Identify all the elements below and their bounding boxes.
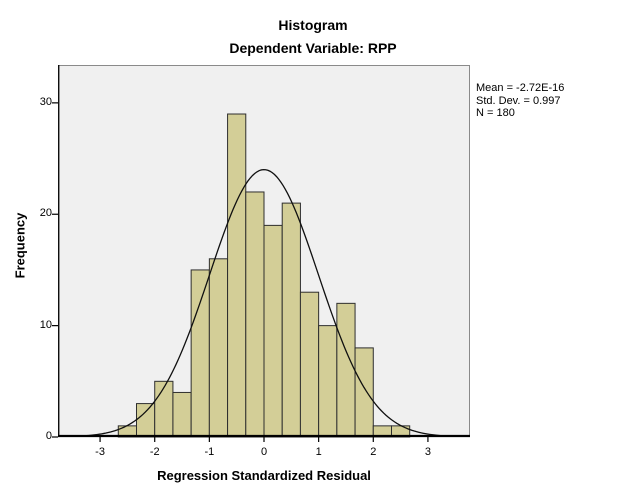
histogram-bar	[263, 224, 283, 438]
chart-subtitle: Dependent Variable: RPP	[229, 40, 397, 56]
histogram-bar	[190, 269, 210, 438]
x-tick-label: 3	[424, 446, 431, 458]
x-tick-label: 1	[315, 446, 322, 458]
legend-n: N = 180	[476, 107, 515, 119]
histogram-bar	[172, 391, 192, 438]
chart-title: Histogram	[278, 17, 348, 33]
x-tick-label: -2	[149, 446, 160, 458]
histogram-bar	[208, 258, 229, 438]
x-tick-label: 0	[260, 446, 268, 458]
histogram-bar	[227, 113, 247, 438]
y-tick-label: 20	[39, 207, 52, 220]
histogram-bar	[354, 347, 374, 438]
histogram-bar	[299, 291, 320, 438]
histogram-bar	[336, 302, 356, 438]
x-tick-label: -3	[95, 446, 105, 458]
histogram-bar	[318, 325, 338, 438]
x-tick-label: -1	[204, 446, 215, 458]
x-tick-label: 2	[370, 446, 377, 458]
plot-area	[52, 65, 470, 442]
y-tick-label: 0	[45, 430, 52, 442]
legend-mean: Mean = -2.72E-16	[476, 82, 565, 94]
y-tick-label: 30	[39, 95, 52, 108]
histogram-bar	[281, 202, 301, 438]
legend-stddev: Std. Dev. = 0.997	[476, 94, 561, 107]
normal-curve	[58, 168, 469, 438]
histogram-bar	[245, 191, 265, 438]
y-axis-title: Frequency	[12, 212, 28, 279]
histogram-bar	[136, 403, 156, 438]
x-axis-title: Regression Standardized Residual	[157, 468, 371, 483]
y-tick-label: 10	[39, 318, 52, 331]
stats-legend: Mean = -2.72E-16 Std. Dev. = 0.997 N = 1…	[476, 82, 564, 120]
histogram-bar	[154, 380, 174, 438]
